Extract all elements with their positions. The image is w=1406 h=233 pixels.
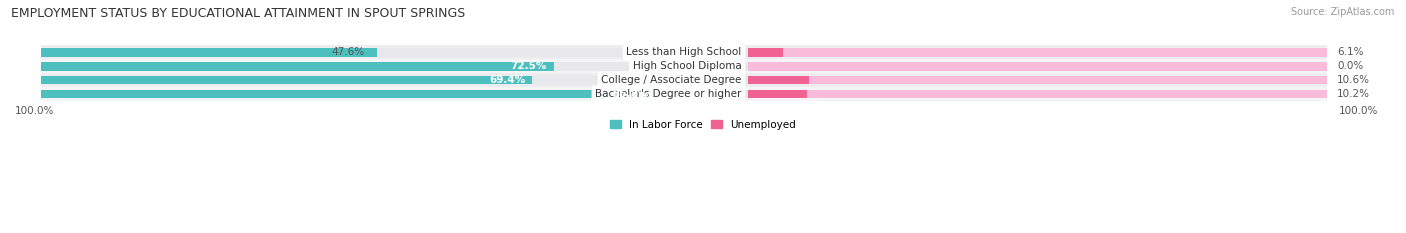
Text: Less than High School: Less than High School (626, 47, 741, 57)
Bar (748, 90, 1327, 98)
Bar (41, 59, 1327, 73)
Bar (41, 76, 531, 84)
Bar (748, 76, 810, 84)
Bar (41, 48, 377, 57)
Bar (41, 90, 748, 98)
Bar (748, 48, 1327, 57)
Bar (41, 73, 1327, 87)
Bar (41, 62, 554, 71)
Legend: In Labor Force, Unemployed: In Labor Force, Unemployed (606, 116, 800, 134)
Text: 69.4%: 69.4% (489, 75, 526, 85)
Text: 0.0%: 0.0% (1337, 61, 1364, 71)
Text: 100.0%: 100.0% (15, 106, 55, 116)
Text: 100.0%: 100.0% (1339, 106, 1378, 116)
Bar (41, 76, 748, 84)
Bar (41, 90, 655, 98)
Text: High School Diploma: High School Diploma (633, 61, 741, 71)
Bar (41, 45, 1327, 59)
Text: Bachelor's Degree or higher: Bachelor's Degree or higher (595, 89, 741, 99)
Bar (748, 90, 807, 98)
Text: EMPLOYMENT STATUS BY EDUCATIONAL ATTAINMENT IN SPOUT SPRINGS: EMPLOYMENT STATUS BY EDUCATIONAL ATTAINM… (11, 7, 465, 20)
Text: 47.6%: 47.6% (332, 47, 364, 57)
Bar (41, 48, 748, 57)
Text: 6.1%: 6.1% (1337, 47, 1364, 57)
Bar (748, 62, 1327, 71)
Bar (748, 48, 783, 57)
Text: 72.5%: 72.5% (510, 61, 547, 71)
Text: 10.6%: 10.6% (1337, 75, 1369, 85)
Text: 10.2%: 10.2% (1337, 89, 1369, 99)
Bar (748, 76, 1327, 84)
Text: 86.8%: 86.8% (612, 89, 648, 99)
Bar (41, 62, 748, 71)
Bar (41, 87, 1327, 101)
Text: Source: ZipAtlas.com: Source: ZipAtlas.com (1291, 7, 1395, 17)
Text: College / Associate Degree: College / Associate Degree (602, 75, 741, 85)
